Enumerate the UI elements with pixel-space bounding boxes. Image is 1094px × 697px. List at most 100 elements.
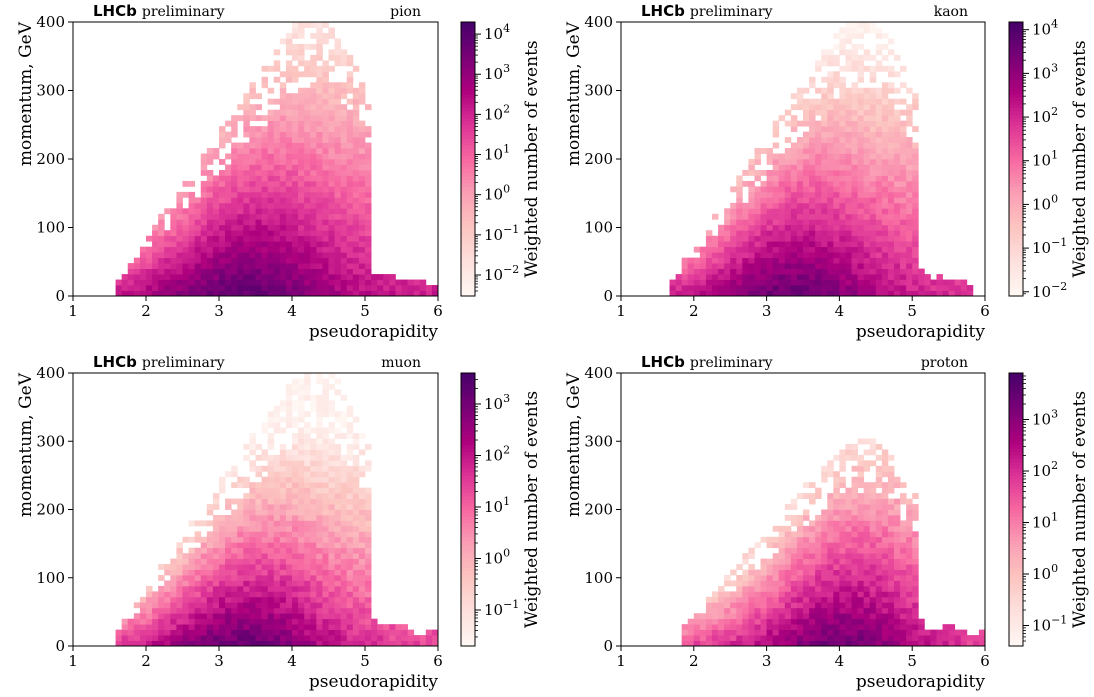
- heatmap-cell: [231, 279, 238, 286]
- colorbar-tick-exponent: 0: [503, 183, 510, 196]
- heatmap-cell: [298, 613, 305, 620]
- heatmap-cell: [322, 22, 329, 28]
- heatmap-cell: [687, 268, 695, 275]
- heatmap-cell: [316, 465, 323, 472]
- heatmap-cell: [304, 202, 311, 209]
- heatmap-cell: [279, 38, 287, 45]
- heatmap-cell: [243, 553, 250, 560]
- colorbar-segment: [1009, 100, 1023, 105]
- heatmap-cell: [736, 640, 743, 647]
- heatmap-cell: [273, 252, 281, 259]
- heatmap-cell: [170, 635, 177, 641]
- heatmap-cell: [316, 54, 323, 61]
- heatmap-cell: [821, 93, 828, 100]
- heatmap-cell: [407, 279, 415, 286]
- heatmap-cell: [225, 279, 232, 286]
- colorbar-segment: [461, 227, 475, 232]
- heatmap-cell: [316, 120, 323, 127]
- heatmap-cell: [328, 219, 335, 226]
- colorbar-tick-base: 10: [1032, 152, 1051, 170]
- heatmap-cell: [310, 575, 317, 581]
- heatmap-cell: [724, 580, 731, 587]
- heatmap-cell: [188, 224, 196, 231]
- heatmap-cell: [766, 580, 774, 587]
- heatmap-cell: [298, 186, 305, 193]
- heatmap-cell: [857, 257, 865, 264]
- colorbar-tick-base: 10: [484, 601, 503, 619]
- heatmap-cell: [815, 536, 822, 543]
- heatmap-cell: [298, 235, 305, 242]
- heatmap-cell: [225, 241, 232, 248]
- heatmap-cell: [784, 120, 792, 127]
- heatmap-cell: [279, 230, 287, 237]
- heatmap-cell: [833, 602, 840, 609]
- heatmap-cell: [292, 120, 299, 127]
- heatmap-cell: [225, 542, 232, 549]
- heatmap-cell: [352, 202, 360, 209]
- colorbar-segment: [1009, 56, 1023, 61]
- chart-panel-proton: 1 2 3 4 5 60100200300400pseudorapiditymomentu…: [564, 353, 1090, 692]
- colorbar-segment: [1009, 121, 1023, 126]
- heatmap-cell: [212, 213, 220, 220]
- heatmap-cell: [273, 219, 281, 226]
- heatmap-cell: [352, 487, 360, 494]
- heatmap-cell: [784, 109, 792, 116]
- heatmap-cell: [894, 208, 901, 215]
- heatmap-cell: [863, 224, 871, 231]
- heatmap-cell: [352, 241, 360, 248]
- heatmap-cell: [821, 607, 828, 614]
- heatmap-cell: [298, 482, 305, 489]
- heatmap-cell: [887, 241, 895, 248]
- heatmap-cell: [875, 482, 883, 489]
- heatmap-cell: [255, 126, 262, 132]
- heatmap-cell: [900, 109, 907, 116]
- heatmap-cell: [784, 536, 792, 543]
- heatmap-cell: [419, 635, 427, 641]
- heatmap-cell: [273, 230, 281, 237]
- heatmap-cell: [699, 640, 707, 647]
- heatmap-cell: [900, 219, 907, 226]
- heatmap-cell: [316, 186, 323, 193]
- heatmap-cell: [267, 585, 275, 592]
- heatmap-cell: [693, 263, 701, 269]
- heatmap-cell: [212, 575, 220, 581]
- heatmap-cell: [249, 498, 256, 505]
- heatmap-cell: [322, 531, 329, 538]
- heatmap-cell: [285, 153, 293, 160]
- heatmap-cell: [237, 224, 244, 231]
- heatmap-cell: [863, 438, 871, 445]
- heatmap-cell: [322, 175, 329, 182]
- heatmap-cell: [273, 487, 281, 494]
- heatmap-cell: [194, 564, 202, 570]
- heatmap-cell: [851, 274, 858, 280]
- colorbar-segment: [461, 42, 475, 47]
- heatmap-cell: [334, 290, 342, 297]
- colorbar-segment: [461, 289, 475, 294]
- heatmap-cell: [790, 180, 798, 187]
- heatmap-cell: [821, 148, 828, 154]
- heatmap-cell: [316, 71, 323, 78]
- heatmap-cell: [803, 197, 810, 204]
- heatmap-cell: [139, 635, 147, 641]
- heatmap-cell: [231, 197, 238, 204]
- heatmap-cell: [863, 186, 871, 193]
- colorbar-segment: [461, 107, 475, 112]
- heatmap-cell: [705, 257, 713, 264]
- heatmap-cell: [237, 482, 244, 489]
- heatmap-cell: [900, 213, 907, 220]
- heatmap-cell: [900, 148, 907, 154]
- heatmap-cell: [328, 482, 335, 489]
- heatmap-cell: [869, 558, 877, 565]
- heatmap-cell: [310, 175, 317, 182]
- heatmap-cell: [352, 591, 360, 598]
- heatmap-cell: [863, 465, 871, 472]
- heatmap-cell: [863, 98, 871, 105]
- heatmap-cell: [158, 241, 165, 248]
- heatmap-cell: [790, 186, 798, 193]
- heatmap-cell: [200, 591, 208, 598]
- heatmap-cell: [200, 547, 208, 554]
- heatmap-cell: [267, 531, 275, 538]
- heatmap-cell: [304, 241, 311, 248]
- heatmap-cell: [279, 137, 287, 143]
- heatmap-cell: [243, 498, 250, 505]
